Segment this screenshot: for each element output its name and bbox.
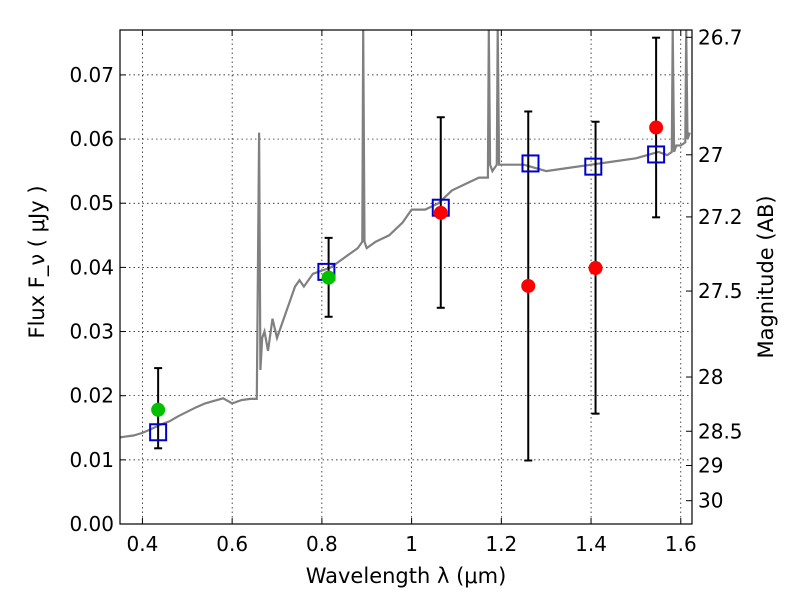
- x-axis-ticks: 0.4 0.6 0.8 1 1.2 1.4 1.6: [127, 30, 697, 556]
- right-tick-label: 26.7: [698, 25, 743, 49]
- x-tick-label: 1.6: [665, 532, 697, 556]
- x-tick-label: 1.4: [575, 532, 607, 556]
- y-tick-label: 0.04: [69, 255, 114, 279]
- limit-point: [649, 120, 664, 135]
- right-tick-label: 27.5: [698, 279, 743, 303]
- model-spectrum-line: [120, 30, 691, 439]
- x-tick-label: 0.8: [306, 532, 338, 556]
- error-bars: [154, 36, 661, 462]
- right-tick-label: 29: [698, 453, 723, 477]
- limit-point: [433, 205, 448, 220]
- y-tick-label: 0.03: [69, 320, 114, 344]
- detection-point: [151, 402, 166, 417]
- y-axis-label-right: Magnitude (AB): [754, 195, 778, 358]
- detection-point: [321, 270, 336, 285]
- model-photometry-squares: [149, 145, 666, 442]
- x-tick-label: 0.4: [127, 532, 159, 556]
- model-photometry-square: [647, 145, 666, 164]
- right-tick-label: 27.2: [698, 205, 743, 229]
- limit-point: [588, 261, 603, 276]
- y-tick-label: 0.06: [69, 127, 114, 151]
- y-tick-label: 0.00: [69, 512, 114, 536]
- y-tick-label: 0.02: [69, 384, 114, 408]
- y-tick-label: 0.05: [69, 191, 114, 215]
- grid: [120, 30, 692, 525]
- model-photometry-square: [149, 423, 168, 442]
- x-tick-label: 1.2: [485, 532, 517, 556]
- plot-frame: [119, 29, 693, 525]
- x-axis-label: Wavelength λ (μm): [306, 564, 507, 588]
- right-tick-label: 30: [698, 489, 723, 513]
- y-tick-label: 0.07: [69, 63, 114, 87]
- limit-point: [521, 278, 536, 293]
- y-tick-label: 0.01: [69, 448, 114, 472]
- x-tick-label: 1: [405, 532, 418, 556]
- right-axis-ticks: 26.7 27 27.2 27.5 28 28.5 29 30: [686, 25, 743, 513]
- right-tick-label: 27: [698, 143, 723, 167]
- model-photometry-square: [521, 154, 540, 173]
- model-photometry-square: [584, 157, 603, 176]
- y-axis-ticks: 0.00 0.01 0.02 0.03 0.04 0.05 0.06 0.07: [69, 63, 126, 536]
- x-tick-label: 0.6: [216, 532, 248, 556]
- y-axis-label-left: Flux F_ν ( μJy ): [25, 185, 50, 338]
- right-tick-label: 28.5: [698, 419, 743, 443]
- right-tick-label: 28: [698, 365, 723, 389]
- observed-points: [151, 120, 664, 417]
